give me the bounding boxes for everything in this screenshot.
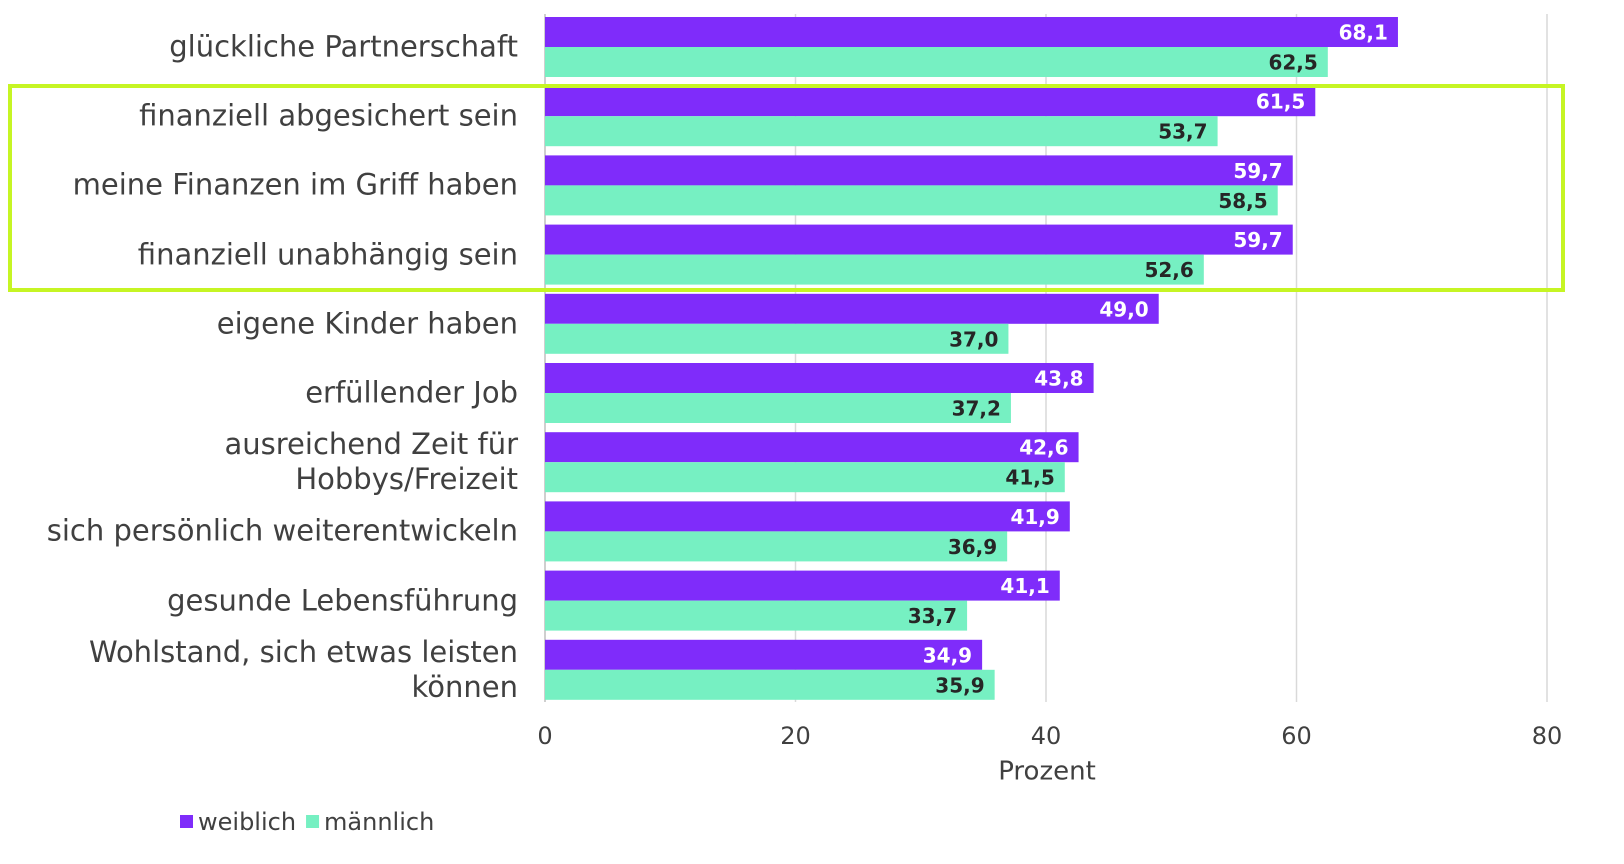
value-label: 58,5 — [1218, 189, 1267, 213]
value-label: 41,5 — [1005, 466, 1054, 490]
value-label: 41,1 — [1000, 574, 1049, 598]
bar — [545, 293, 1159, 324]
bar — [545, 86, 1316, 117]
bar — [545, 570, 1060, 601]
value-label: 61,5 — [1256, 90, 1305, 114]
bar — [545, 155, 1293, 186]
value-label: 53,7 — [1158, 120, 1207, 144]
value-label: 34,9 — [923, 643, 972, 667]
category-label: finanziell unabhängig sein — [137, 237, 518, 272]
bar — [545, 323, 1009, 354]
legend-label: weiblich — [198, 808, 296, 836]
category-label: finanziell abgesichert sein — [139, 98, 518, 133]
value-label: 35,9 — [935, 673, 984, 697]
value-label: 36,9 — [948, 535, 997, 559]
bar — [545, 393, 1011, 423]
bar — [545, 600, 968, 631]
bar — [545, 47, 1328, 77]
value-label: 43,8 — [1034, 367, 1083, 391]
x-tick-label: 60 — [1281, 722, 1312, 750]
bar — [545, 254, 1204, 285]
x-tick-label: 0 — [537, 722, 552, 750]
category-label: erfüllender Job — [305, 375, 518, 410]
category-label: gesunde Lebensführung — [167, 583, 518, 618]
bar — [545, 432, 1079, 463]
highlight-box — [8, 84, 1565, 292]
category-label: sich persönlich weiterentwickeln — [46, 513, 518, 548]
x-axis-label: Prozent — [998, 757, 1096, 787]
bar — [545, 501, 1070, 532]
category-label: ausreichend Zeit für Hobbys/Freizeit — [224, 427, 518, 497]
legend-swatch — [306, 815, 320, 828]
bar — [545, 224, 1293, 255]
value-label: 59,7 — [1233, 159, 1282, 183]
x-tick-label: 20 — [780, 722, 811, 750]
category-label: Wohlstand, sich etwas leisten können — [88, 634, 518, 704]
value-label: 41,9 — [1010, 505, 1059, 529]
legend-label: männlich — [324, 808, 434, 836]
category-label: eigene Kinder haben — [216, 306, 518, 341]
x-tick-label: 40 — [1031, 722, 1062, 750]
category-label: glückliche Partnerschaft — [169, 29, 518, 64]
value-label: 33,7 — [908, 604, 957, 628]
legend-swatch — [180, 815, 193, 828]
value-label: 68,1 — [1339, 21, 1388, 45]
bar — [545, 185, 1278, 216]
value-label: 59,7 — [1233, 228, 1282, 252]
bar — [545, 639, 983, 670]
value-label: 49,0 — [1099, 297, 1148, 321]
category-label: meine Finanzen im Griff haben — [72, 167, 518, 202]
bar — [545, 462, 1065, 493]
value-label: 37,2 — [952, 397, 1001, 421]
value-label: 42,6 — [1019, 436, 1068, 460]
x-tick-label: 80 — [1532, 722, 1563, 750]
value-label: 37,0 — [949, 327, 998, 351]
bar — [545, 116, 1218, 147]
bar — [545, 363, 1094, 393]
bar — [545, 531, 1008, 562]
bar — [545, 669, 995, 700]
value-label: 62,5 — [1268, 51, 1317, 75]
bar — [545, 17, 1398, 47]
value-label: 52,6 — [1144, 258, 1193, 282]
